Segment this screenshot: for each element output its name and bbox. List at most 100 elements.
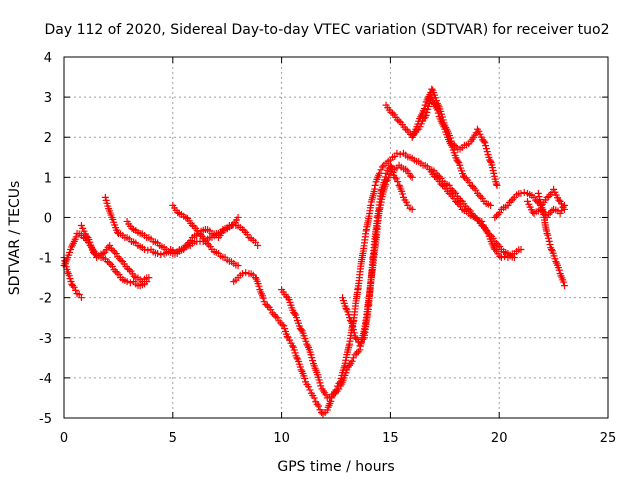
data-point — [424, 105, 432, 113]
data-point — [378, 163, 386, 171]
data-point — [304, 383, 312, 391]
data-point — [273, 314, 281, 322]
series-arc2 — [60, 254, 85, 302]
data-point — [234, 262, 242, 270]
data-point — [517, 246, 525, 254]
data-point — [316, 379, 324, 387]
data-point — [382, 169, 390, 177]
data-point — [107, 245, 115, 253]
data-point — [105, 259, 113, 267]
data-point — [538, 204, 546, 212]
x-tick-label: 20 — [491, 431, 508, 446]
data-point — [200, 234, 208, 242]
data-point — [389, 109, 397, 117]
grid — [63, 56, 609, 419]
y-tick-label: 0 — [44, 211, 52, 226]
data-point — [491, 246, 499, 254]
series-arc6 — [169, 201, 242, 270]
data-point — [543, 229, 551, 237]
data-point — [494, 210, 502, 218]
y-tick-label: -5 — [39, 412, 52, 427]
series-arc15 — [534, 189, 568, 290]
data-point — [472, 186, 480, 194]
series-arc5 — [123, 213, 242, 258]
data-point — [394, 178, 402, 186]
data-point — [113, 228, 121, 236]
data-point — [496, 209, 504, 217]
data-point — [255, 282, 263, 290]
data-point — [546, 241, 554, 249]
data-point — [480, 137, 488, 145]
data-point — [351, 351, 359, 359]
data-point — [423, 108, 431, 116]
data-point — [483, 228, 491, 236]
data-point — [448, 186, 456, 194]
data-point — [267, 306, 275, 314]
y-tick-label: 1 — [44, 171, 52, 186]
data-point — [349, 326, 357, 334]
data-point — [101, 193, 109, 201]
data-point — [291, 310, 299, 318]
x-tick-label: 0 — [60, 431, 68, 446]
data-point — [197, 231, 205, 239]
data-point — [446, 134, 454, 142]
data-point — [113, 269, 121, 277]
series-arc11 — [408, 85, 501, 189]
data-point — [310, 394, 318, 402]
data-point — [301, 374, 309, 382]
data-point — [317, 382, 325, 390]
y-tick-label: 3 — [44, 91, 52, 106]
data-point — [558, 207, 566, 215]
y-tick-label: -2 — [39, 292, 52, 307]
data-point — [399, 190, 407, 198]
data-point — [451, 141, 459, 149]
data-point — [501, 253, 509, 261]
data-point — [359, 335, 367, 343]
data-point — [475, 191, 483, 199]
data-point — [454, 157, 462, 165]
data-point — [421, 101, 429, 109]
data-point — [187, 237, 195, 245]
data-points — [60, 85, 568, 418]
data-point — [457, 202, 465, 210]
data-point — [396, 150, 404, 158]
data-point — [408, 173, 416, 181]
data-point — [391, 173, 399, 181]
data-point — [482, 142, 490, 150]
data-point — [272, 312, 280, 320]
data-point — [112, 267, 120, 275]
series-arc3 — [77, 221, 151, 290]
data-point — [72, 233, 80, 241]
data-point — [308, 354, 316, 362]
data-point — [203, 239, 211, 247]
data-point — [70, 283, 78, 291]
data-point — [560, 201, 568, 209]
data-point — [352, 334, 360, 342]
data-point — [348, 357, 356, 365]
data-point — [262, 300, 270, 308]
data-point — [545, 234, 553, 242]
data-point — [478, 194, 486, 202]
y-tick-label: 4 — [44, 51, 52, 66]
tick-labels: 0 5 10 15 20 25 -5 -4 -3 -2 -1 0 1 2 3 4 — [39, 51, 616, 446]
data-point — [315, 402, 323, 410]
data-point — [322, 391, 330, 399]
data-point — [297, 366, 305, 374]
data-point — [493, 181, 501, 189]
data-point — [408, 205, 416, 213]
data-point — [395, 181, 403, 189]
data-point — [106, 242, 114, 250]
data-point — [353, 349, 361, 357]
data-point — [445, 181, 453, 189]
data-point — [432, 173, 440, 181]
data-point — [125, 266, 133, 274]
data-point — [548, 207, 556, 215]
data-point — [254, 242, 262, 250]
data-point — [154, 250, 162, 258]
data-point — [143, 278, 151, 286]
data-point — [544, 231, 552, 239]
data-point — [174, 209, 182, 217]
x-axis-label: GPS time / hours — [277, 459, 394, 475]
data-point — [288, 342, 296, 350]
